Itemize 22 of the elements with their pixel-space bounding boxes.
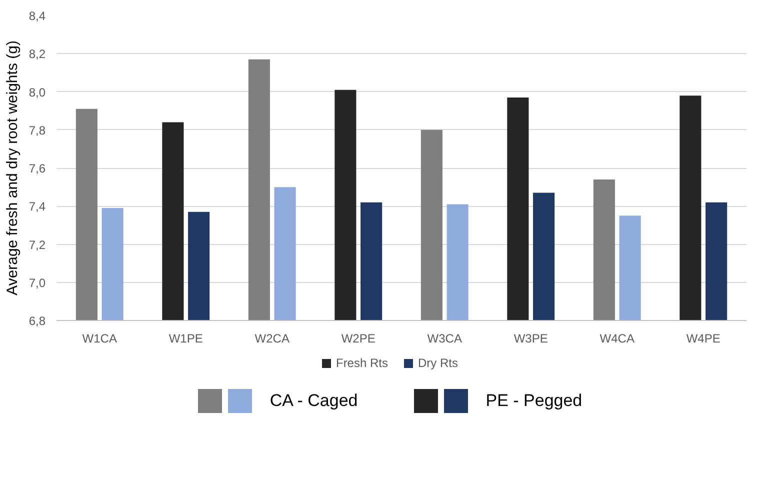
x-tick-label: W2CA	[254, 332, 290, 346]
x-tick-label: W2PE	[341, 332, 376, 346]
y-tick-label: 7,2	[28, 238, 46, 252]
x-tick-label: W3CA	[427, 332, 462, 346]
y-tick-label: 8,2	[28, 47, 46, 62]
y-tick-label: 7,8	[28, 123, 46, 138]
legend-label: Fresh Rts	[334, 355, 388, 372]
y-tick-label: 7,0	[28, 276, 46, 290]
y-tick-label: 7,4	[28, 200, 46, 214]
y-tick-label: 7,6	[28, 162, 46, 176]
x-tick-label: W3PE	[514, 332, 548, 346]
y-tick-label: 8,4	[28, 9, 46, 23]
x-tick-label: W4CA	[600, 332, 634, 346]
x-tick-label: W4PE	[686, 332, 720, 346]
y-tick-label: 6,8	[28, 314, 46, 328]
text: PE - Pegged	[486, 390, 582, 412]
y-tick-label: 8,0	[28, 85, 46, 100]
x-tick-label: W1PE	[168, 332, 203, 346]
x-tick-label: W1CA	[82, 332, 117, 346]
y-axis-title: Average fresh and dry root weights (g)	[4, 40, 21, 296]
text: CA - Caged	[270, 390, 358, 412]
legend-label: Dry Rts	[417, 355, 458, 372]
